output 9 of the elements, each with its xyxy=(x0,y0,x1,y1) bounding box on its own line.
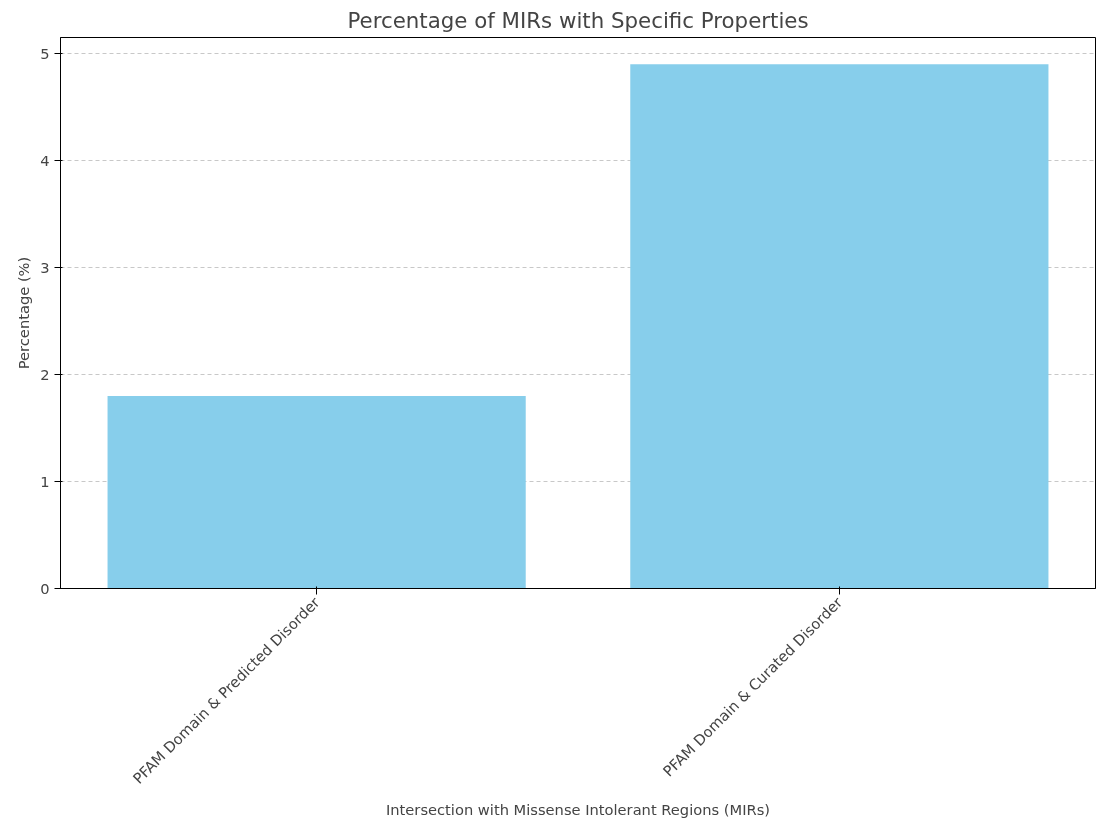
y-tick-label: 4 xyxy=(40,151,50,169)
y-tick-label: 1 xyxy=(40,472,50,490)
y-tick-label: 3 xyxy=(40,258,50,276)
y-tick-label: 0 xyxy=(40,579,50,597)
chart-title: Percentage of MIRs with Specific Properties xyxy=(347,7,809,33)
y-tick-label: 2 xyxy=(40,365,50,383)
y-axis-title: Percentage (%) xyxy=(15,256,33,370)
y-tick-label: 5 xyxy=(40,44,50,62)
x-axis-title: Intersection with Missense Intolerant Regions (MIRs) xyxy=(385,800,771,818)
